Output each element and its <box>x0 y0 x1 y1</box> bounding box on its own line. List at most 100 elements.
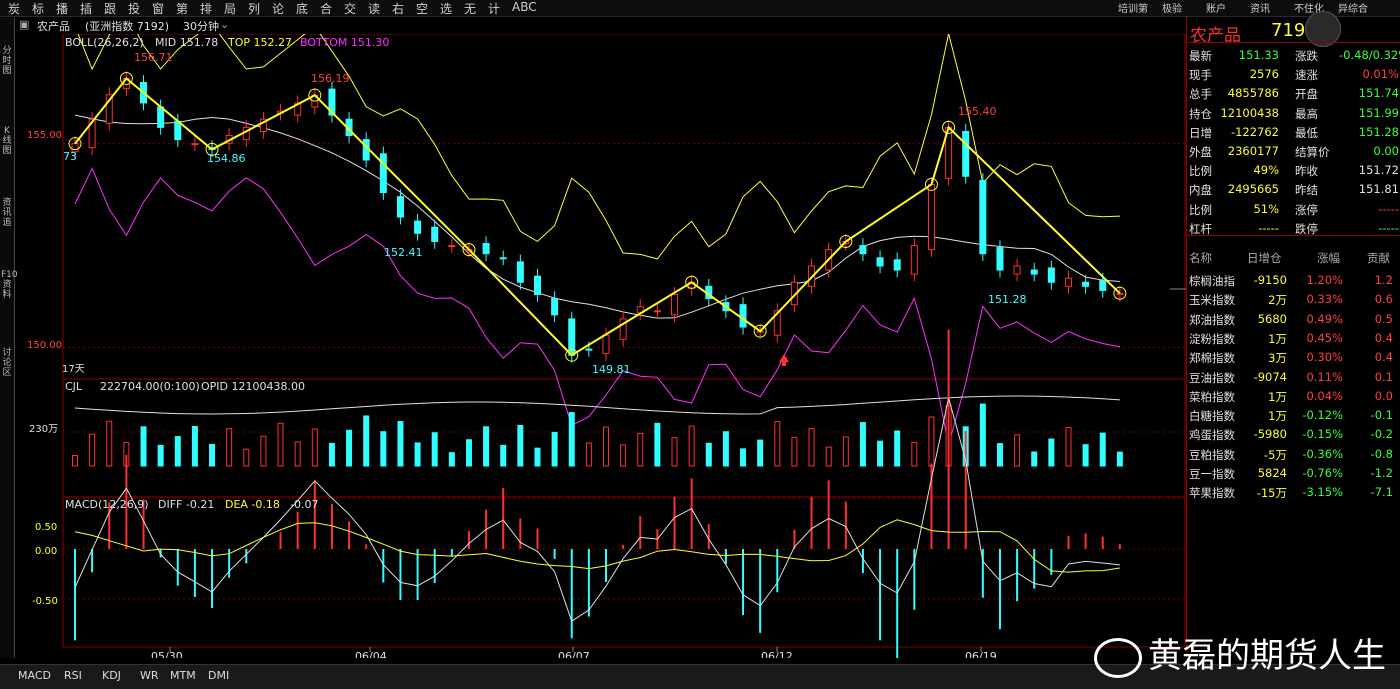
toolbar-item[interactable]: 局 <box>224 2 237 16</box>
tab-wr[interactable]: WR <box>140 669 159 682</box>
table-row[interactable]: 淀粉指数 1万 0.45% 0.4 <box>1187 331 1400 349</box>
volume-bar <box>157 444 164 467</box>
toolbar-item[interactable]: 播 <box>56 2 69 16</box>
table-header[interactable]: 涨幅 <box>1317 251 1340 265</box>
boll-label[interactable]: BOLL(26,26,2) <box>65 36 144 49</box>
volume-value: 222704.00(0:100) <box>100 380 200 393</box>
sidebar-item-news[interactable]: 资讯追 <box>2 198 12 228</box>
toolbar-item[interactable]: 论 <box>272 2 285 16</box>
toolbar-item[interactable]: 无 <box>464 2 477 16</box>
days-label: 17天 <box>62 364 85 375</box>
table-cell: 2万 <box>1268 293 1287 308</box>
volume-bar <box>500 444 507 467</box>
table-row[interactable]: 郑油指数 5680 0.49% 0.5 <box>1187 312 1400 330</box>
table-row[interactable]: 鸡蛋指数 -5980 -0.15% -0.2 <box>1187 427 1400 445</box>
sidebar-item-timeshare[interactable]: 分时图 <box>2 46 12 76</box>
toolbar-item[interactable]: 交 <box>344 2 357 16</box>
candle-body <box>396 196 404 218</box>
table-row[interactable]: 豆一指数 5824 -0.76% -1.2 <box>1187 466 1400 484</box>
toolbar-right-item[interactable]: 资讯 <box>1250 4 1270 15</box>
volume-label[interactable]: CJL <box>65 380 83 393</box>
candle-body <box>499 257 507 260</box>
index-name: (亚洲指数 7192) <box>85 20 170 33</box>
kline-chart[interactable]: BOLL(26,26,2) MID 151.78 TOP 152.27 BOTT… <box>15 34 1186 658</box>
quote-value: 151.33 <box>1238 48 1279 62</box>
pivot-marker <box>462 243 476 257</box>
sidebar-item-forum[interactable]: 讨论区 <box>2 348 12 378</box>
toolbar-item[interactable]: 空 <box>416 2 429 16</box>
toolbar-item[interactable]: 读 <box>368 2 381 16</box>
header-icon: ▣ <box>19 18 30 31</box>
toolbar-item[interactable]: 排 <box>200 2 213 16</box>
tab-kdj[interactable]: KDJ <box>102 669 121 682</box>
table-header[interactable]: 贡献 <box>1367 251 1390 265</box>
chevron-down-icon[interactable]: ⌄ <box>220 18 230 31</box>
table-row[interactable]: 白糖指数 1万 -0.12% -0.1 <box>1187 408 1400 426</box>
price-label-left: 73 <box>63 150 77 163</box>
toolbar-item[interactable]: 窗 <box>152 2 165 16</box>
pivot-marker <box>68 137 82 151</box>
table-row[interactable]: 菜粕指数 1万 0.04% 0.0 <box>1187 389 1400 407</box>
toolbar-right-item[interactable]: 极验 <box>1162 4 1182 15</box>
tab-dmi[interactable]: DMI <box>208 669 230 682</box>
table-row[interactable]: 豆油指数 -9074 0.11% 0.1 <box>1187 370 1400 388</box>
table-cell: -0.8 <box>1370 446 1393 461</box>
table-row[interactable]: 郑棉指数 3万 0.30% 0.4 <box>1187 350 1400 368</box>
macd-label[interactable]: MACD(12,26,9) <box>65 498 149 511</box>
pivot-marker <box>839 234 853 248</box>
volume-bar <box>277 422 284 467</box>
volume-bar <box>328 442 335 467</box>
toolbar-item[interactable]: 合 <box>320 2 333 16</box>
volume-bar <box>654 422 661 467</box>
table-row[interactable]: 豆粕指数 -5万 -0.36% -0.8 <box>1187 447 1400 465</box>
sidebar-item-kline[interactable]: K线图 <box>2 126 12 156</box>
quote-value: 2360177 <box>1227 144 1279 158</box>
toolbar-item[interactable]: 投 <box>128 2 141 16</box>
toolbar-item[interactable]: 右 <box>392 2 405 16</box>
table-row[interactable]: 苹果指数 -15万 -3.15% -7.1 <box>1187 485 1400 503</box>
toolbar-right-item[interactable]: 异综合 <box>1338 4 1368 15</box>
quote-label: 现手 <box>1189 68 1212 83</box>
toolbar-right-item[interactable]: 账户 <box>1206 4 1226 15</box>
volume-bar <box>637 432 644 467</box>
table-cell: 0.1 <box>1374 369 1393 384</box>
toolbar-item[interactable]: 炭 <box>8 2 21 16</box>
candle-body <box>379 153 387 194</box>
toolbar-item[interactable]: 选 <box>440 2 453 16</box>
volume-bar <box>894 430 901 467</box>
table-cell: 鸡蛋指数 <box>1189 428 1235 443</box>
toolbar-item[interactable]: 跟 <box>104 2 117 16</box>
price-label-low2: 152.41 <box>384 246 423 259</box>
toolbar-item[interactable]: 底 <box>296 2 309 16</box>
quote-label-2: 涨停 <box>1295 202 1318 217</box>
tab-mtm[interactable]: MTM <box>170 669 196 682</box>
toolbar-item[interactable]: 计 <box>488 2 501 16</box>
volume-bar <box>140 426 147 467</box>
candle-body <box>653 310 661 313</box>
toolbar-item[interactable]: 插 <box>80 2 93 16</box>
volume-bar <box>1116 451 1123 467</box>
tab-rsi[interactable]: RSI <box>64 669 82 682</box>
table-header[interactable]: 日增仓 <box>1247 251 1282 265</box>
toolbar-right-item[interactable]: 不住化 <box>1294 4 1324 15</box>
period-selector[interactable]: 30分钟 <box>183 20 219 33</box>
tab-macd[interactable]: MACD <box>18 669 51 682</box>
toolbar-item[interactable]: 标 <box>32 2 45 16</box>
table-cell: 棕榈油指 <box>1189 274 1235 288</box>
table-row[interactable]: 玉米指数 2万 0.33% 0.6 <box>1187 292 1400 310</box>
quote-value: 51% <box>1253 201 1279 216</box>
quote-label-2: 跌停 <box>1295 221 1318 236</box>
pivot-marker <box>1113 286 1127 300</box>
volume-bar <box>842 436 849 467</box>
toolbar-item[interactable]: ABC <box>512 0 537 14</box>
table-header[interactable]: 名称 <box>1189 251 1212 265</box>
toolbar-right-item[interactable]: 培训第 <box>1118 4 1148 15</box>
table-cell: 1万 <box>1268 389 1287 404</box>
sidebar-item-f10[interactable]: F10资料 <box>1 270 18 300</box>
candle-body <box>619 318 627 340</box>
candle-body <box>1116 292 1124 295</box>
table-row[interactable]: 棕榈油指 -9150 1.20% 1.2 <box>1187 273 1400 291</box>
toolbar-item[interactable]: 列 <box>248 2 261 16</box>
toolbar-item[interactable]: 第 <box>176 2 189 16</box>
volume-bar <box>911 442 918 467</box>
